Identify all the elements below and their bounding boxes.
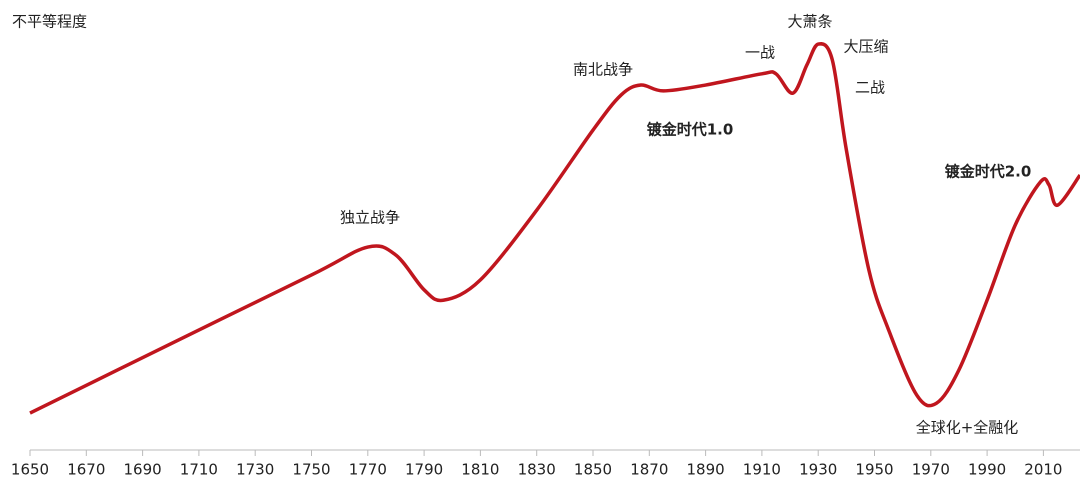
x-tick-label: 1870: [630, 461, 668, 479]
annotation: 独立战争: [340, 209, 400, 227]
y-axis-label: 不平等程度: [12, 13, 87, 31]
annotation: 镀金时代2.0: [945, 163, 1032, 181]
line: [29, 41, 1080, 415]
annotation: 全球化+全融化: [916, 419, 1019, 437]
x-tick-label: 1970: [912, 461, 950, 479]
x-tick-label: 1710: [180, 461, 218, 479]
x-tick-label: 1730: [236, 461, 274, 479]
annotation: 大萧条: [787, 13, 832, 31]
x-tick-label: 1950: [855, 461, 893, 479]
x-tick-label: 1770: [349, 461, 387, 479]
x-tick-label: 1990: [968, 461, 1006, 479]
x-tick-label: 1750: [292, 461, 330, 479]
x-tick-label: 1790: [405, 461, 443, 479]
x-tick-label: 1810: [461, 461, 499, 479]
x-tick-label: 1850: [574, 461, 612, 479]
annotation: 南北战争: [573, 61, 633, 79]
annotation: 一战: [745, 44, 775, 62]
x-tick-label: 1830: [518, 461, 556, 479]
x-tick-label: 1930: [799, 461, 837, 479]
x-tick-label: 1650: [11, 461, 49, 479]
annotation: 大压缩: [843, 38, 888, 56]
annotation: 镀金时代1.0: [647, 121, 734, 139]
annotation: 二战: [855, 79, 885, 97]
x-tick-label: 1690: [124, 461, 162, 479]
x-tick-label: 1890: [687, 461, 725, 479]
x-tick-label: 1670: [67, 461, 105, 479]
x-tick-label: 2010: [1024, 461, 1062, 479]
x-tick-label: 1910: [743, 461, 781, 479]
